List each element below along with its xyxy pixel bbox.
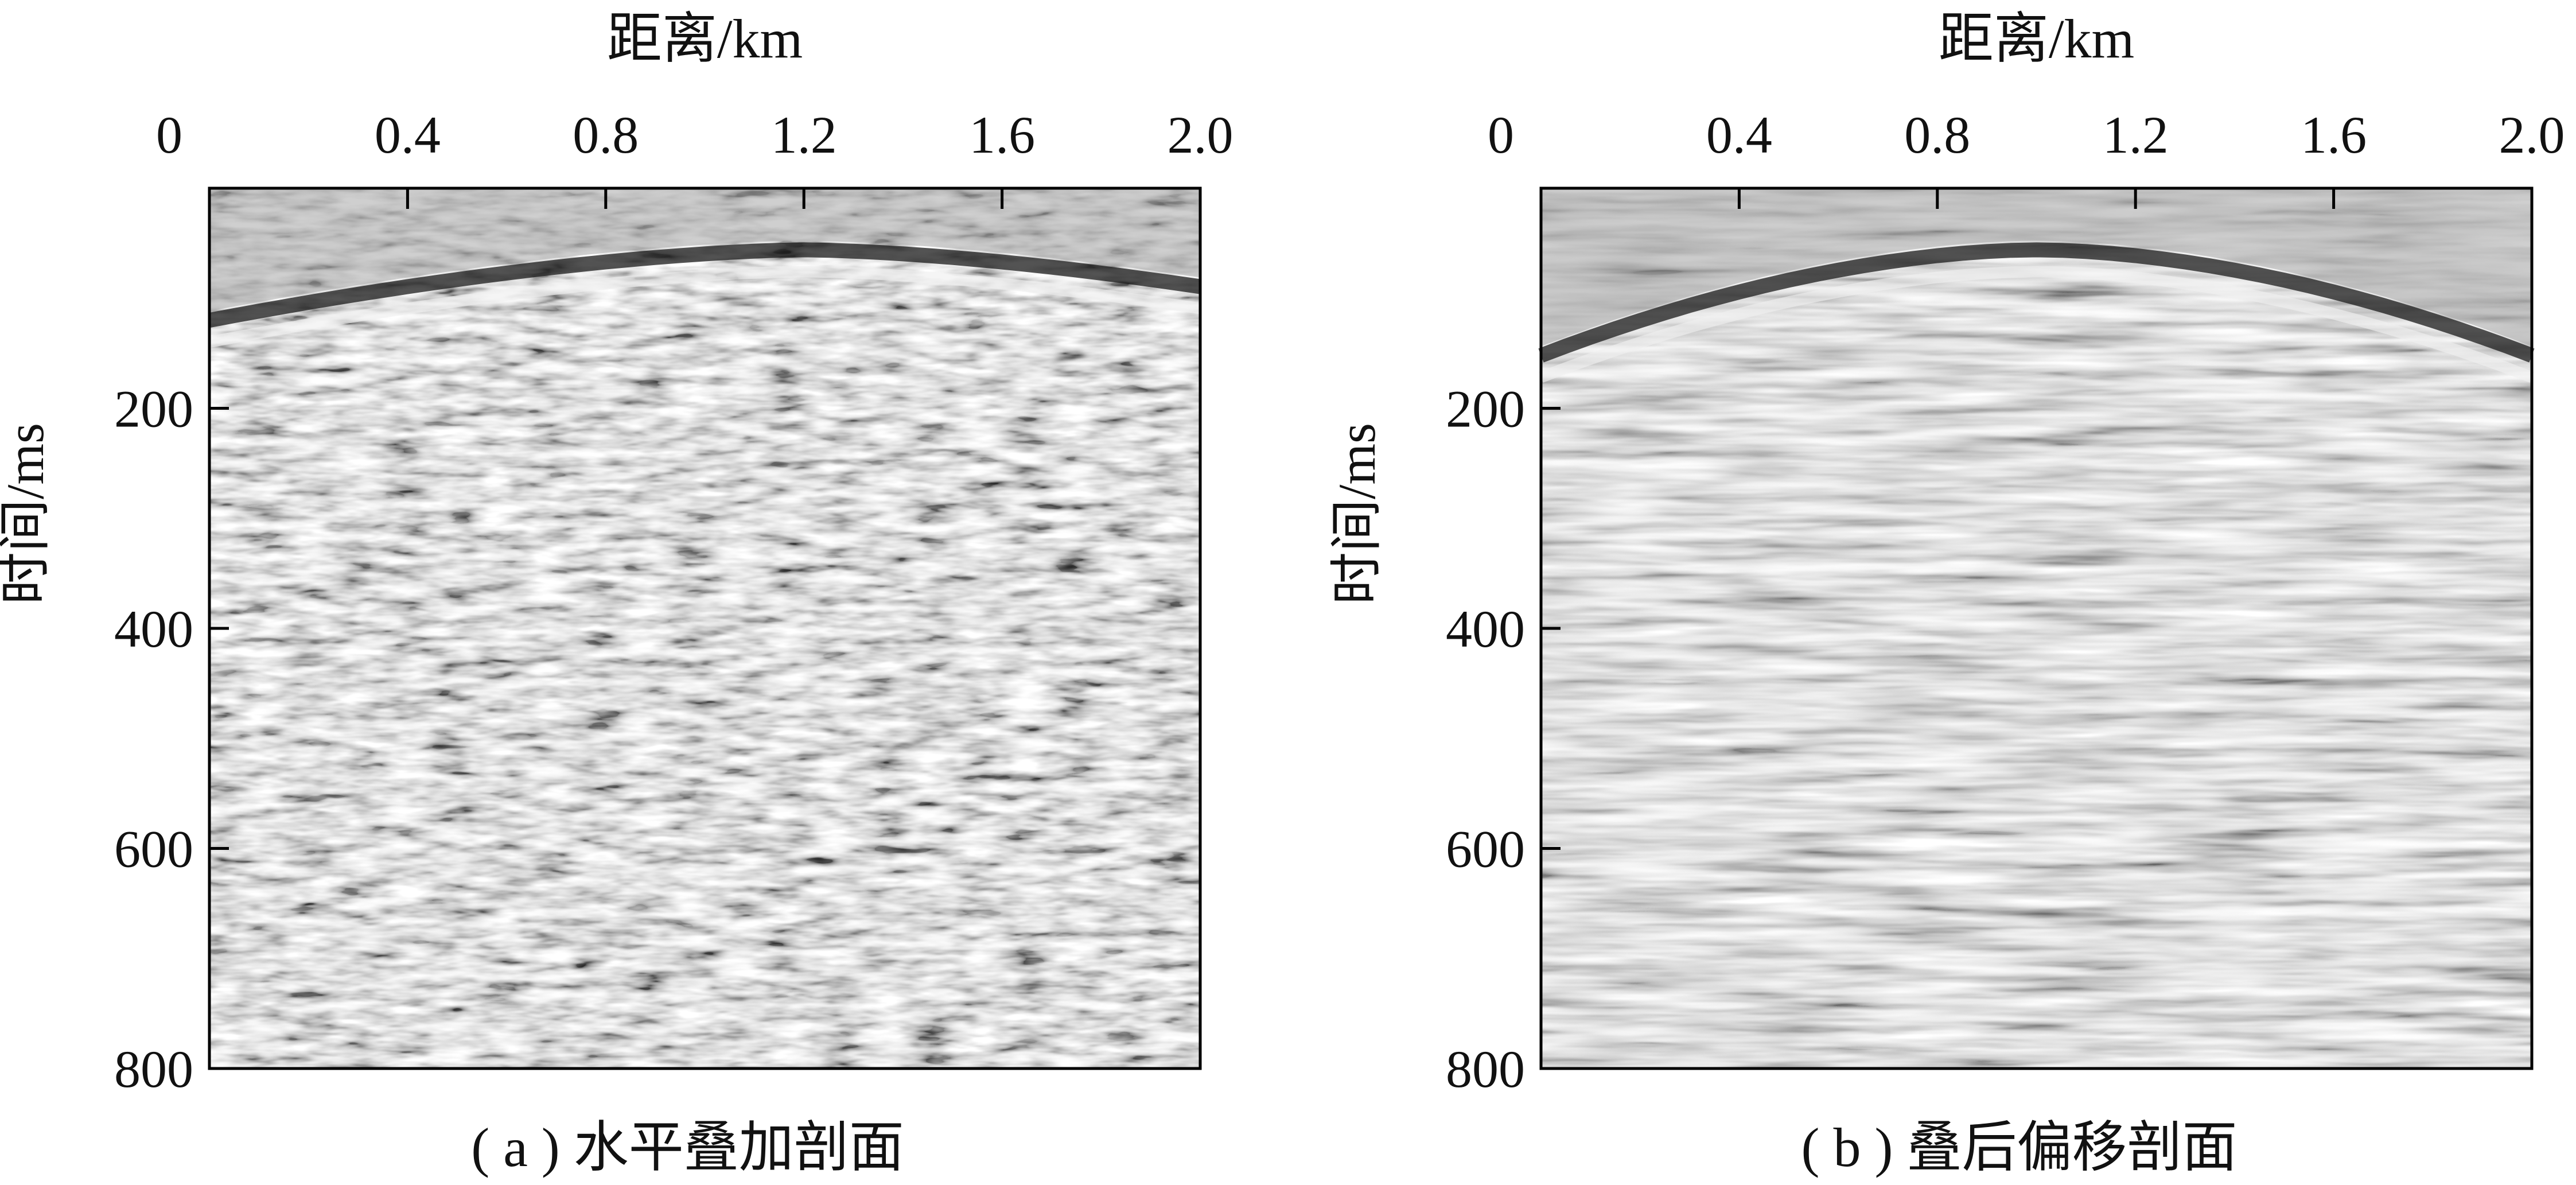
seismic-texture — [1541, 188, 2532, 1069]
x-axis-label: 距离/km — [1939, 8, 2134, 69]
seismic-image — [1538, 188, 2535, 1069]
reflector-dark — [1538, 242, 2535, 363]
x-tick-label: 0.8 — [1904, 106, 1970, 164]
y-axis-label: 时间/ms — [1328, 423, 1386, 605]
y-tick-label: 400 — [114, 600, 193, 658]
x-tick-label: 0.4 — [375, 106, 441, 164]
y-axis: 200 400 600 800 时间/ms — [0, 380, 229, 1098]
x-tick-label: 1.6 — [2301, 106, 2367, 164]
reflector-bright — [208, 266, 1201, 348]
y-axis-label: 时间/ms — [0, 423, 55, 605]
y-axis: 200 400 600 800 时间/ms — [1328, 380, 1561, 1098]
x-tick-label: 2.0 — [2499, 106, 2565, 164]
x-tick-label: 1.2 — [771, 106, 837, 164]
y-tick-label: 600 — [1446, 820, 1525, 879]
x-tick-label: 1.2 — [2103, 106, 2169, 164]
panel-a: 0 0.4 0.8 1.2 1.6 2.0 距离/km 200 400 600 800 时间/ms ( … — [0, 8, 1233, 1178]
y-tick-label: 200 — [1446, 380, 1525, 438]
pre-arrival-zone — [1541, 188, 2532, 347]
y-tick-label: 800 — [114, 1040, 193, 1098]
seismic-image — [208, 188, 1201, 1069]
panel-b: 0 0.4 0.8 1.2 1.6 2.0 距离/km 200 400 600 800 时间/ms ( … — [1328, 8, 2565, 1178]
x-tick-label: 0.8 — [573, 106, 639, 164]
y-tick-label: 200 — [114, 380, 193, 438]
x-tick-label: 0 — [156, 106, 182, 164]
x-axis-label: 距离/km — [607, 8, 803, 69]
y-tick-label: 800 — [1446, 1040, 1525, 1098]
panel-caption: ( b ) 叠后偏移剖面 — [1801, 1117, 2238, 1178]
x-tick-label: 2.0 — [1168, 106, 1233, 164]
x-axis: 0 0.4 0.8 1.2 1.6 2.0 距离/km — [156, 8, 1233, 209]
reflector-dark — [208, 242, 1201, 328]
x-tick-label: 0 — [1488, 106, 1514, 164]
y-tick-label: 600 — [114, 820, 193, 879]
seismic-texture — [209, 188, 1200, 1069]
x-tick-label: 1.6 — [969, 106, 1035, 164]
x-tick-label: 0.4 — [1706, 106, 1772, 164]
reflector-bright — [1539, 266, 2534, 383]
x-axis: 0 0.4 0.8 1.2 1.6 2.0 距离/km — [1488, 8, 2565, 209]
pre-arrival-zone — [209, 188, 1200, 312]
panel-caption: ( a ) 水平叠加剖面 — [471, 1117, 904, 1178]
y-tick-label: 400 — [1446, 600, 1525, 658]
